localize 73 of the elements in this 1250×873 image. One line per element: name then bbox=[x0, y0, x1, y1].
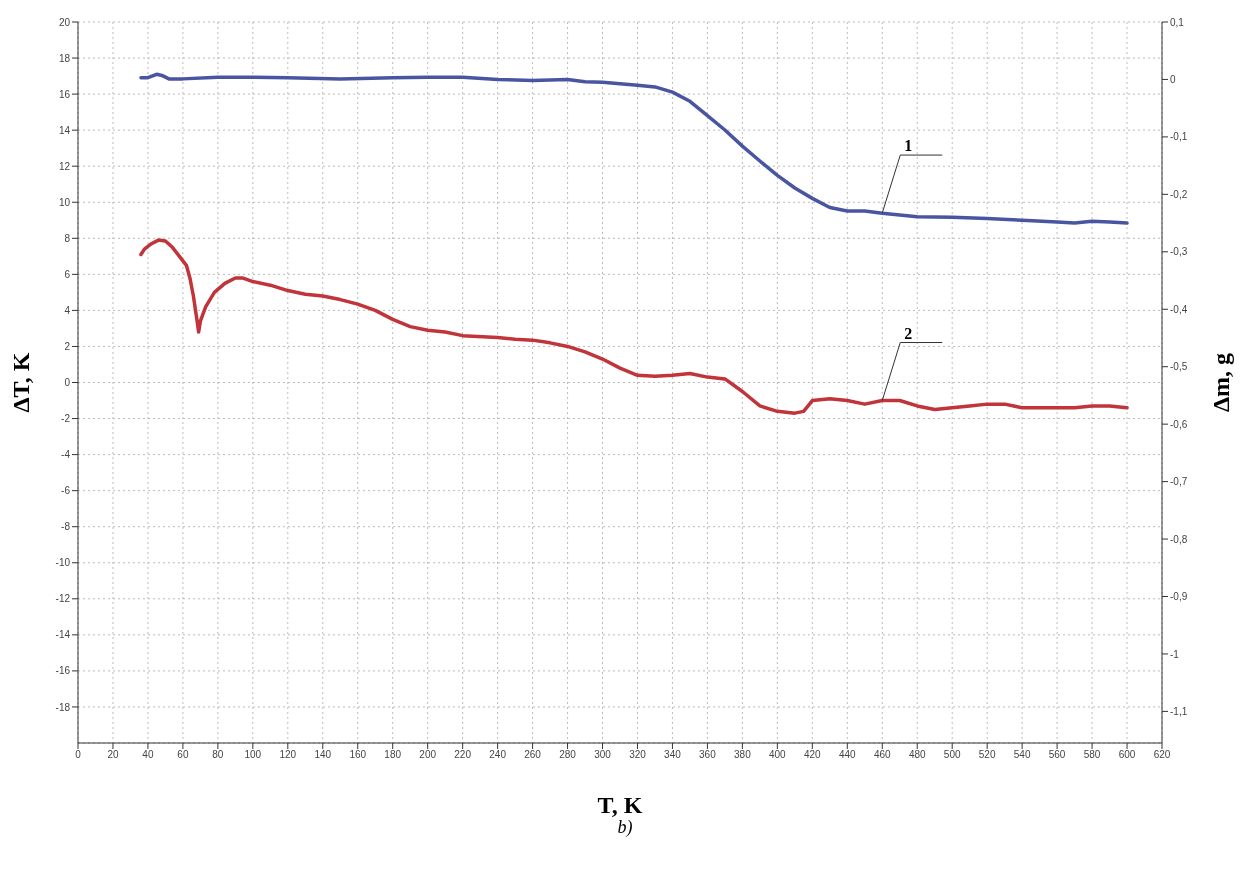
y2-tick-label: -0,7 bbox=[1170, 476, 1188, 488]
y-tick-label: -16 bbox=[55, 665, 71, 677]
x-tick-label: 200 bbox=[419, 749, 437, 761]
y2-tick-label: -0,5 bbox=[1170, 361, 1188, 373]
y-tick-label: -8 bbox=[61, 521, 71, 533]
x-tick-label: 440 bbox=[838, 749, 857, 761]
x-tick-label: 540 bbox=[1013, 749, 1031, 761]
x-tick-label: 160 bbox=[349, 749, 367, 761]
x-tick-label: 580 bbox=[1083, 749, 1101, 761]
y2-tick-label: -1,1 bbox=[1170, 705, 1188, 717]
y-tick-label: 6 bbox=[64, 268, 71, 280]
x-tick-label: 220 bbox=[454, 749, 472, 761]
x-tick-label: 140 bbox=[314, 749, 332, 761]
y-axis-title: ΔT, K bbox=[7, 352, 34, 413]
line-series bbox=[139, 72, 1129, 225]
y-tick-label: -6 bbox=[61, 485, 71, 497]
y2-tick-label: -0,9 bbox=[1170, 591, 1188, 603]
y2-tick-label: 0 bbox=[1170, 74, 1176, 85]
y-tick-label: -18 bbox=[55, 701, 71, 713]
x-tick-label: 620 bbox=[1153, 749, 1171, 761]
y-tick-label: -2 bbox=[61, 413, 71, 425]
x-tick-label: 560 bbox=[1048, 749, 1066, 761]
y-tick-label: 14 bbox=[58, 124, 71, 136]
y-tick-label: 0 bbox=[64, 377, 71, 389]
x-tick-label: 420 bbox=[803, 749, 822, 761]
y2-axis-title: Δm, g bbox=[1207, 352, 1234, 413]
x-tick-label: 600 bbox=[1118, 749, 1136, 761]
y2-tick-label: -0,6 bbox=[1170, 418, 1188, 430]
x-tick-label: 100 bbox=[244, 749, 262, 761]
x-tick-label: 60 bbox=[177, 749, 189, 761]
y-tick-label: 2 bbox=[64, 341, 71, 352]
y-tick-label: -4 bbox=[61, 449, 71, 461]
y-tick-label: -12 bbox=[55, 593, 71, 605]
y2-tick-label: -0,2 bbox=[1170, 188, 1188, 200]
y2-tick-label: -0,4 bbox=[1170, 303, 1188, 315]
annotation: 2 bbox=[904, 324, 913, 342]
x-tick-label: 320 bbox=[629, 749, 647, 761]
y-tick-label: 16 bbox=[58, 88, 71, 100]
x-tick-label: 300 bbox=[594, 749, 612, 761]
x-tick-label: 360 bbox=[699, 749, 717, 761]
y2-tick-label: 0,1 bbox=[1170, 16, 1185, 28]
x-axis-title: T, K bbox=[597, 792, 643, 818]
y2-tick-label: -0,8 bbox=[1170, 533, 1188, 545]
x-tick-label: 40 bbox=[142, 749, 154, 761]
x-tick-label: 380 bbox=[734, 749, 752, 761]
y-tick-label: 12 bbox=[58, 160, 71, 172]
x-tick-label: 260 bbox=[524, 749, 542, 761]
y-tick-label: 4 bbox=[64, 304, 71, 316]
x-tick-label: 480 bbox=[908, 749, 927, 761]
y-tick-label: -10 bbox=[55, 557, 71, 569]
y-tick-label: -14 bbox=[55, 629, 71, 641]
y-tick-label: 8 bbox=[64, 232, 71, 244]
x-tick-label: 240 bbox=[489, 749, 507, 761]
x-tick-label: 0 bbox=[75, 749, 82, 761]
y2-tick-label: -0,3 bbox=[1170, 246, 1188, 258]
y-tick-label: 20 bbox=[58, 16, 71, 28]
x-tick-label: 460 bbox=[873, 749, 892, 761]
x-tick-label: 400 bbox=[769, 749, 787, 761]
x-tick-label: 280 bbox=[559, 749, 577, 761]
line-series bbox=[139, 238, 1129, 415]
y2-tick-label: -1 bbox=[1170, 648, 1180, 660]
x-tick-label: 120 bbox=[279, 749, 297, 761]
x-tick-label: 80 bbox=[212, 749, 224, 761]
x-tick-label: 20 bbox=[107, 749, 119, 761]
x-tick-label: 520 bbox=[978, 749, 996, 761]
y-tick-label: 18 bbox=[58, 52, 71, 64]
y-tick-label: 10 bbox=[58, 196, 71, 208]
x-tick-label: 180 bbox=[384, 749, 402, 761]
x-tick-label: 340 bbox=[664, 749, 682, 761]
x-tick-label: 500 bbox=[943, 749, 961, 761]
y2-tick-label: -0,1 bbox=[1170, 131, 1188, 143]
text: b) bbox=[616, 817, 634, 838]
annotation: 1 bbox=[904, 137, 913, 155]
